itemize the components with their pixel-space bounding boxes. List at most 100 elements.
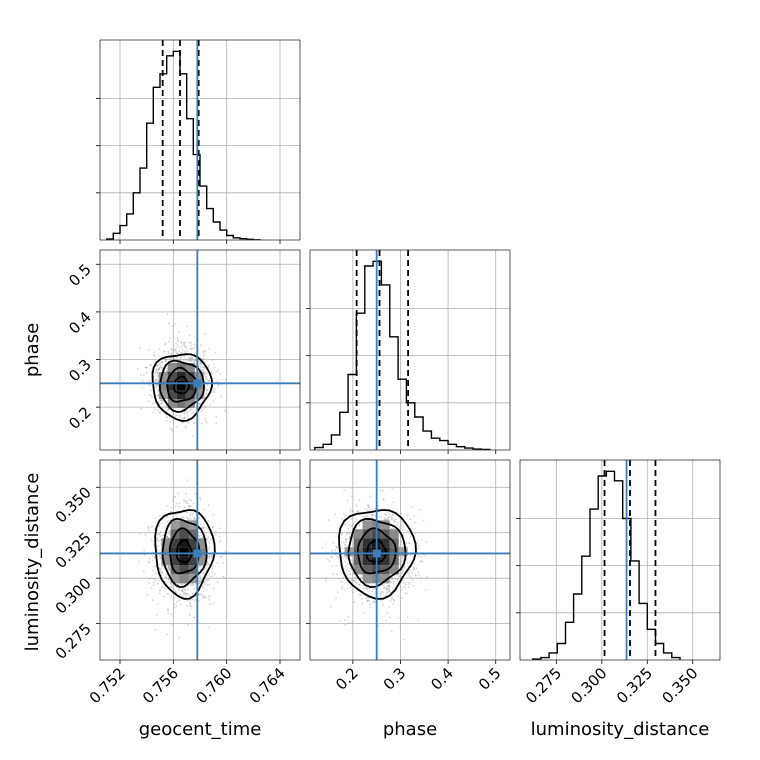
sample-point (402, 525, 405, 528)
sample-point (211, 575, 213, 578)
sample-point (403, 564, 406, 567)
sample-point (148, 578, 151, 580)
sample-point (181, 516, 184, 518)
sample-point (202, 354, 205, 357)
density-cell (362, 565, 372, 575)
sample-point (224, 550, 227, 553)
sample-point (206, 538, 209, 540)
sample-point (380, 599, 383, 602)
density-cell (362, 529, 372, 539)
sample-point (189, 599, 192, 601)
sample-point (356, 510, 359, 513)
sample-point (216, 561, 219, 564)
sample-point (391, 517, 394, 520)
sample-point (387, 517, 390, 519)
sample-point (170, 353, 173, 356)
sample-point (181, 588, 184, 591)
sample-point (183, 341, 186, 344)
sample-point (358, 524, 361, 527)
sample-point (216, 581, 219, 583)
panel-frame (99, 249, 301, 451)
sample-point (165, 405, 168, 408)
sample-point (159, 589, 162, 592)
sample-point (169, 586, 172, 589)
sample-point (173, 606, 176, 609)
sample-point (204, 417, 207, 420)
sample-point (157, 375, 160, 378)
sample-point (205, 388, 208, 391)
panel-frame (309, 249, 511, 451)
sample-point (177, 587, 180, 590)
sample-point (418, 574, 420, 576)
sample-point (166, 520, 169, 523)
sample-point (349, 573, 351, 575)
sample-point (166, 408, 169, 411)
panel-frame (99, 459, 301, 661)
sample-point (192, 422, 195, 424)
sample-point (202, 527, 205, 529)
sample-point (385, 586, 388, 589)
sample-point (174, 349, 177, 352)
sample-point (392, 501, 395, 504)
sample-point (341, 532, 344, 535)
sample-point (404, 587, 406, 589)
density-cell (167, 372, 177, 381)
sample-point (144, 366, 147, 369)
sample-point (213, 363, 215, 365)
sample-point (180, 351, 183, 354)
ylabel-luminosity-distance: luminosity_distance (22, 473, 43, 652)
sample-point (349, 508, 352, 511)
density-cell (179, 520, 189, 530)
sample-point (406, 616, 409, 619)
sample-point (421, 539, 424, 542)
sample-point (151, 599, 154, 601)
sample-point (183, 345, 186, 348)
sample-point (163, 568, 166, 570)
sample-point (332, 541, 335, 544)
sample-point (211, 568, 214, 570)
sample-point (158, 533, 161, 536)
sample-point (168, 530, 171, 533)
sample-point (354, 576, 357, 578)
sample-point (164, 342, 167, 345)
sample-point (161, 401, 164, 404)
sample-point (392, 519, 395, 522)
sample-point (164, 360, 167, 363)
sample-point (199, 575, 202, 578)
sample-point (378, 592, 381, 595)
sample-point (169, 348, 172, 350)
sample-point (385, 587, 388, 590)
sample-point (403, 566, 405, 569)
histogram-panel-luminosity_distance (516, 459, 721, 664)
density-cell (353, 556, 363, 566)
sample-point (166, 535, 168, 538)
sample-point (200, 366, 203, 368)
sample-point (190, 357, 193, 360)
sample-point (366, 588, 369, 590)
sample-point (182, 587, 185, 590)
sample-point (178, 346, 181, 349)
sample-point (157, 368, 160, 370)
sample-point (150, 539, 153, 542)
sample-point (405, 542, 408, 545)
sample-point (159, 411, 162, 414)
sample-point (168, 408, 170, 411)
sample-point (193, 616, 196, 619)
sample-point (158, 549, 161, 552)
sample-point (159, 535, 162, 537)
sample-point (181, 583, 184, 586)
sample-point (410, 576, 412, 579)
density-cell (398, 547, 408, 557)
sample-point (368, 587, 371, 590)
sample-point (201, 526, 204, 529)
sample-point (178, 415, 181, 418)
density-cell (380, 520, 390, 530)
sample-point (358, 499, 361, 502)
sample-point (193, 516, 196, 519)
sample-point (168, 567, 170, 570)
sample-point (167, 593, 170, 596)
sample-point (396, 521, 399, 524)
sample-point (219, 555, 222, 558)
sample-point (414, 573, 417, 576)
sample-point (388, 589, 390, 591)
